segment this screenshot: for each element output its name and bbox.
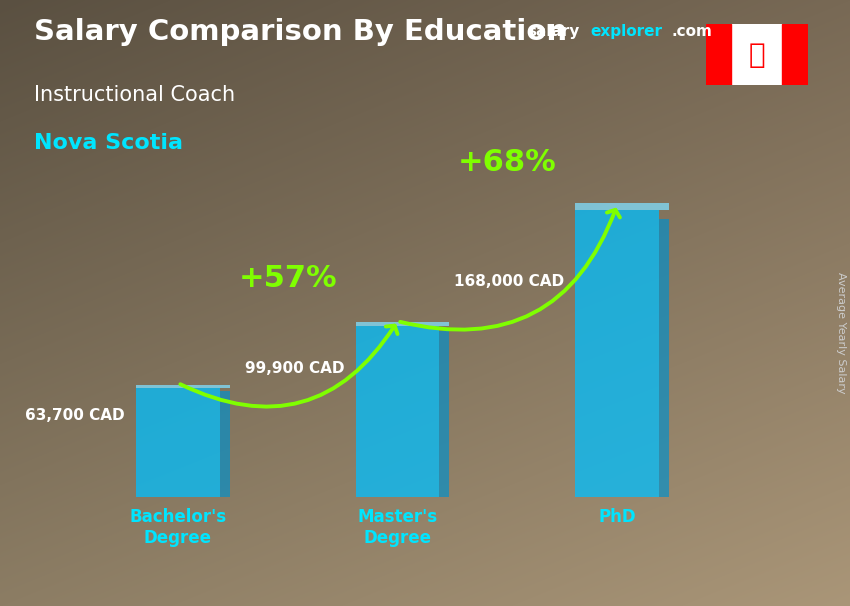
Text: Instructional Coach: Instructional Coach [34, 85, 235, 105]
Bar [136, 388, 219, 497]
Bar [356, 322, 450, 326]
Text: +57%: +57% [238, 264, 337, 293]
Bar [782, 24, 807, 85]
Text: 99,900 CAD: 99,900 CAD [246, 361, 345, 376]
Text: 63,700 CAD: 63,700 CAD [26, 408, 125, 423]
Text: 168,000 CAD: 168,000 CAD [455, 275, 564, 289]
Text: +68%: +68% [458, 148, 557, 177]
Text: Average Yearly Salary: Average Yearly Salary [836, 273, 846, 394]
Bar [219, 391, 230, 497]
Text: 🍁: 🍁 [748, 41, 765, 68]
Bar [439, 331, 450, 497]
Text: Nova Scotia: Nova Scotia [34, 133, 183, 153]
Bar [356, 326, 439, 497]
Bar [136, 385, 230, 388]
Text: salary: salary [527, 24, 580, 39]
Text: explorer: explorer [591, 24, 663, 39]
Bar [575, 210, 659, 497]
Bar [706, 24, 731, 85]
Bar [659, 219, 669, 497]
Text: .com: .com [672, 24, 712, 39]
Bar [575, 203, 669, 210]
Text: Salary Comparison By Education: Salary Comparison By Education [34, 18, 567, 46]
